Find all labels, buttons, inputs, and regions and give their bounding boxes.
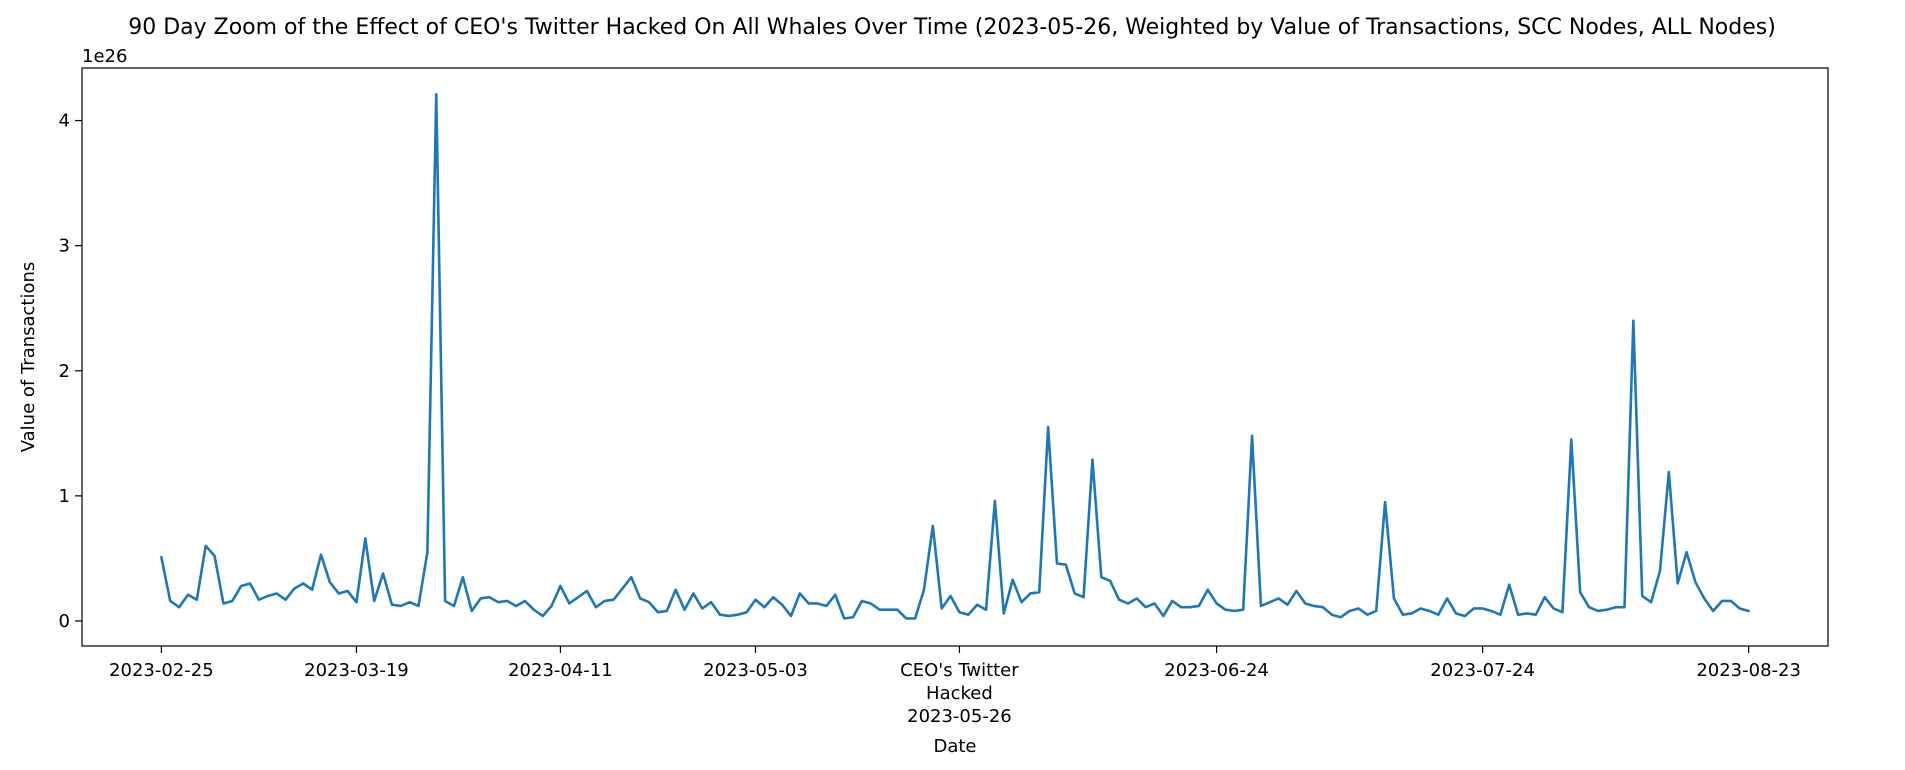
series-line — [160, 92, 1750, 620]
x-tick-label: Hacked — [926, 683, 993, 704]
plot-frame — [81, 67, 1829, 647]
chart-title: 90 Day Zoom of the Effect of CEO's Twitt… — [128, 15, 1776, 40]
x-tick-label: 2023-02-25 — [109, 660, 214, 681]
x-tick-label: 2023-03-19 — [304, 660, 409, 681]
y-axis-ticks: 0 1 2 3 4 — [59, 111, 82, 632]
x-axis-ticks: 2023-02-25 2023-03-19 2023-04-11 2023-05-03… — [109, 646, 1801, 727]
y-tick-label: 1 — [59, 486, 70, 507]
x-tick-label: 2023-04-11 — [508, 660, 613, 681]
y-tick-label: 0 — [59, 611, 70, 632]
x-tick-label: 2023-05-03 — [703, 660, 808, 681]
y-axis-offset-label: 1e26 — [82, 46, 127, 67]
y-axis-label: Value of Transactions — [18, 262, 39, 453]
x-tick-label: 2023-08-23 — [1696, 660, 1801, 681]
x-tick-label: 2023-06-24 — [1164, 660, 1269, 681]
x-tick-label: 2023-07-24 — [1430, 660, 1535, 681]
y-tick-label: 2 — [59, 361, 70, 382]
x-tick-label: 2023-05-26 — [907, 706, 1012, 727]
x-tick-label: CEO's Twitter — [900, 660, 1019, 681]
x-axis-label: Date — [933, 736, 976, 757]
y-tick-label: 4 — [59, 111, 70, 132]
y-tick-label: 3 — [59, 236, 70, 257]
